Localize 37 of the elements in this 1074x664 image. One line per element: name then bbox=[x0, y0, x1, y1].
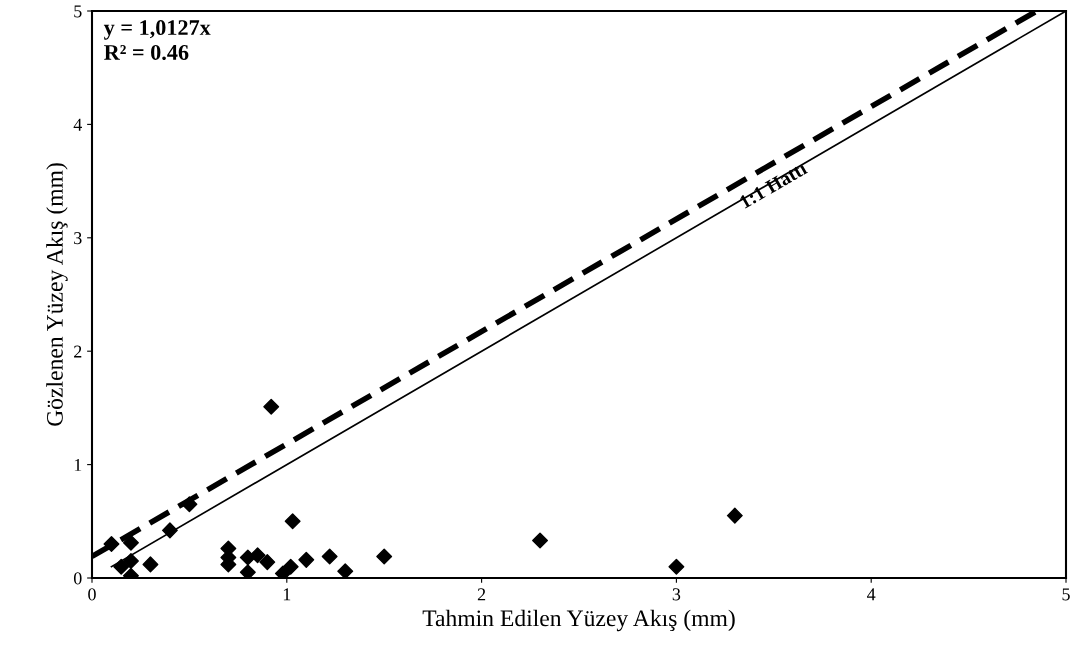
annotation: 1:1 Hattı bbox=[739, 161, 809, 209]
x-tick-label: 3 bbox=[672, 588, 681, 601]
x-axis-title: Tahmin Edilen Yüzey Akış (mm) bbox=[422, 609, 735, 632]
point bbox=[142, 556, 159, 573]
point bbox=[284, 513, 301, 530]
point bbox=[282, 558, 299, 575]
point bbox=[668, 558, 685, 575]
x-tick-label: 1 bbox=[283, 588, 291, 601]
y-tick-label: 1 bbox=[74, 458, 82, 471]
y-tick-label: 0 bbox=[73, 572, 82, 585]
point bbox=[113, 558, 130, 575]
x-tick-label: 2 bbox=[477, 588, 486, 601]
y-tick-label: 5 bbox=[74, 5, 82, 18]
x-tick-label: 5 bbox=[1062, 588, 1070, 601]
point bbox=[161, 522, 178, 539]
point bbox=[263, 398, 280, 415]
annotation: y = 1,0127x R² = 0.46 bbox=[103, 20, 211, 61]
point bbox=[532, 532, 549, 549]
x-tick-label: 4 bbox=[867, 588, 876, 601]
point bbox=[298, 551, 315, 568]
point bbox=[726, 507, 743, 524]
point bbox=[122, 534, 139, 551]
y-tick-label: 2 bbox=[74, 345, 82, 358]
point bbox=[103, 536, 120, 552]
point bbox=[321, 548, 338, 565]
x-tick-label: 0 bbox=[88, 588, 96, 601]
point bbox=[274, 565, 291, 578]
y-tick-label: 4 bbox=[73, 118, 82, 131]
y-axis-title: Gözlenen Yüzey Akış (mm) bbox=[46, 163, 68, 426]
point bbox=[259, 554, 276, 571]
point bbox=[122, 553, 139, 569]
point bbox=[181, 496, 198, 513]
point bbox=[337, 563, 354, 578]
point bbox=[376, 548, 393, 565]
y-tick-label: 3 bbox=[74, 232, 82, 245]
point bbox=[239, 564, 256, 578]
point bbox=[249, 547, 266, 564]
